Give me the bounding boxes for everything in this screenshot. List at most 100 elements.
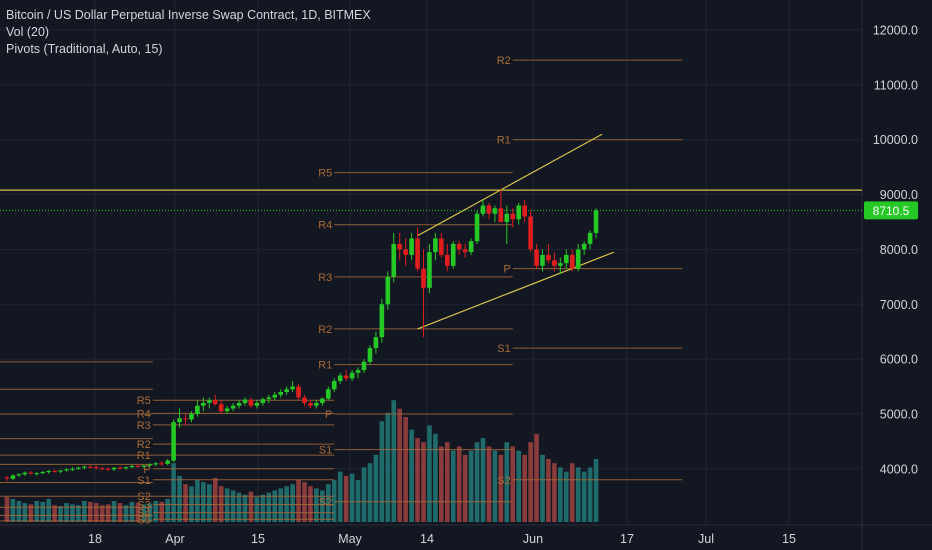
y-axis-tick-label: 8000.0	[880, 243, 918, 257]
volume-bar	[510, 446, 516, 522]
volume-bar	[331, 480, 337, 522]
volume-bar	[397, 408, 402, 522]
volume-bar	[373, 454, 379, 522]
pivot-level-label: R4	[318, 220, 332, 232]
x-axis-tick-label: Jul	[698, 532, 714, 546]
pivot-level-label: P	[325, 409, 332, 421]
x-axis-tick-label: Apr	[165, 532, 184, 546]
symbol-title[interactable]: Bitcoin / US Dollar Perpetual Inverse Sw…	[6, 8, 371, 22]
volume-bar	[403, 417, 408, 522]
volume-bar	[123, 505, 129, 522]
candle-body	[415, 238, 420, 269]
volume-bar	[99, 505, 105, 522]
volume-bar	[522, 454, 527, 522]
candle-body	[540, 254, 545, 266]
volume-bar	[105, 504, 111, 522]
pivot-level-label: S2	[137, 491, 150, 503]
candle-body	[207, 400, 212, 403]
volume-bar	[212, 477, 218, 522]
volume-bar	[111, 501, 117, 522]
candle-body	[111, 467, 117, 470]
candle-body	[373, 337, 379, 349]
pivot-level-label: R5	[137, 395, 151, 407]
candle-body	[587, 232, 593, 244]
candle-body	[201, 402, 206, 406]
candle-body	[564, 254, 569, 264]
volume-indicator-label[interactable]: Vol (20)	[6, 25, 50, 39]
x-axis-tick-label: 15	[782, 532, 796, 546]
candle-body	[260, 399, 266, 403]
trend-line	[417, 133, 603, 237]
candle-body	[498, 208, 504, 222]
pivots-indicator-label[interactable]: Pivots (Traditional, Auto, 15)	[6, 42, 163, 56]
volume-bar	[76, 505, 81, 522]
candle-body	[52, 470, 57, 472]
pivot-level-label: S1	[497, 343, 510, 355]
volume-bar	[165, 498, 170, 522]
volume-bar	[349, 473, 355, 522]
pivot-level-label: S1	[319, 445, 332, 457]
last-price-badge	[864, 201, 918, 220]
volume-bar	[433, 433, 438, 522]
x-axis-tick-label: 18	[88, 532, 102, 546]
trend-line	[417, 251, 615, 330]
volume-bar	[361, 467, 367, 522]
y-axis-tick-label: 11000.0	[874, 78, 918, 92]
candle-body	[427, 252, 432, 288]
volume-bar	[260, 494, 266, 522]
volume-bar	[52, 505, 57, 522]
candle-body	[575, 249, 581, 269]
volume-bar	[153, 501, 159, 522]
last-price-label: 8710.5	[873, 204, 910, 218]
candle-body	[320, 398, 325, 403]
x-axis-tick-label: 15	[251, 532, 265, 546]
candle-body	[593, 210, 599, 233]
volume-bar	[587, 467, 593, 522]
candle-body	[367, 348, 373, 362]
volume-bar	[320, 490, 325, 522]
volume-bar	[58, 506, 63, 522]
volume-bar	[468, 450, 474, 522]
volume-bar	[581, 471, 587, 522]
candle-body	[165, 460, 170, 464]
volume-bar	[272, 490, 278, 522]
pivot-level-label: R2	[318, 324, 332, 336]
volume-bar	[343, 475, 349, 522]
volume-bar	[10, 498, 16, 522]
volume-bar	[129, 501, 135, 522]
pivot-level-label: R5	[318, 168, 332, 180]
volume-bar	[242, 494, 248, 522]
volume-bar	[302, 482, 307, 522]
candle-body	[552, 260, 557, 266]
candle-body	[290, 386, 295, 390]
volume-bar	[22, 503, 28, 522]
candle-body	[64, 469, 69, 471]
candle-body	[10, 475, 16, 479]
volume-bar	[141, 504, 147, 522]
pivot-level-label: R3	[137, 420, 151, 432]
candle-body	[528, 216, 533, 250]
x-axis-tick-label: 17	[620, 532, 634, 546]
candle-body	[16, 474, 22, 476]
chart-header: Bitcoin / US Dollar Perpetual Inverse Sw…	[6, 7, 371, 58]
candle-body	[159, 463, 164, 465]
volume-bar	[93, 503, 99, 522]
volume-bar	[534, 433, 539, 522]
volume-bar	[355, 480, 361, 522]
volume-bar	[16, 501, 22, 522]
pivot-level-label: S5	[137, 514, 150, 526]
volume-bar	[70, 504, 75, 522]
y-axis-tick-label: 6000.0	[880, 353, 918, 367]
candle-body	[46, 470, 51, 473]
pivot-level-label: S3	[137, 499, 150, 511]
candle-body	[242, 399, 248, 403]
volume-bar	[540, 454, 545, 522]
candle-body	[22, 472, 28, 475]
candle-body	[581, 243, 587, 250]
volume-bar	[117, 503, 123, 522]
candle-body	[248, 399, 254, 406]
volume-bar	[314, 488, 319, 522]
candle-body	[4, 477, 10, 479]
candle-body	[569, 254, 575, 269]
